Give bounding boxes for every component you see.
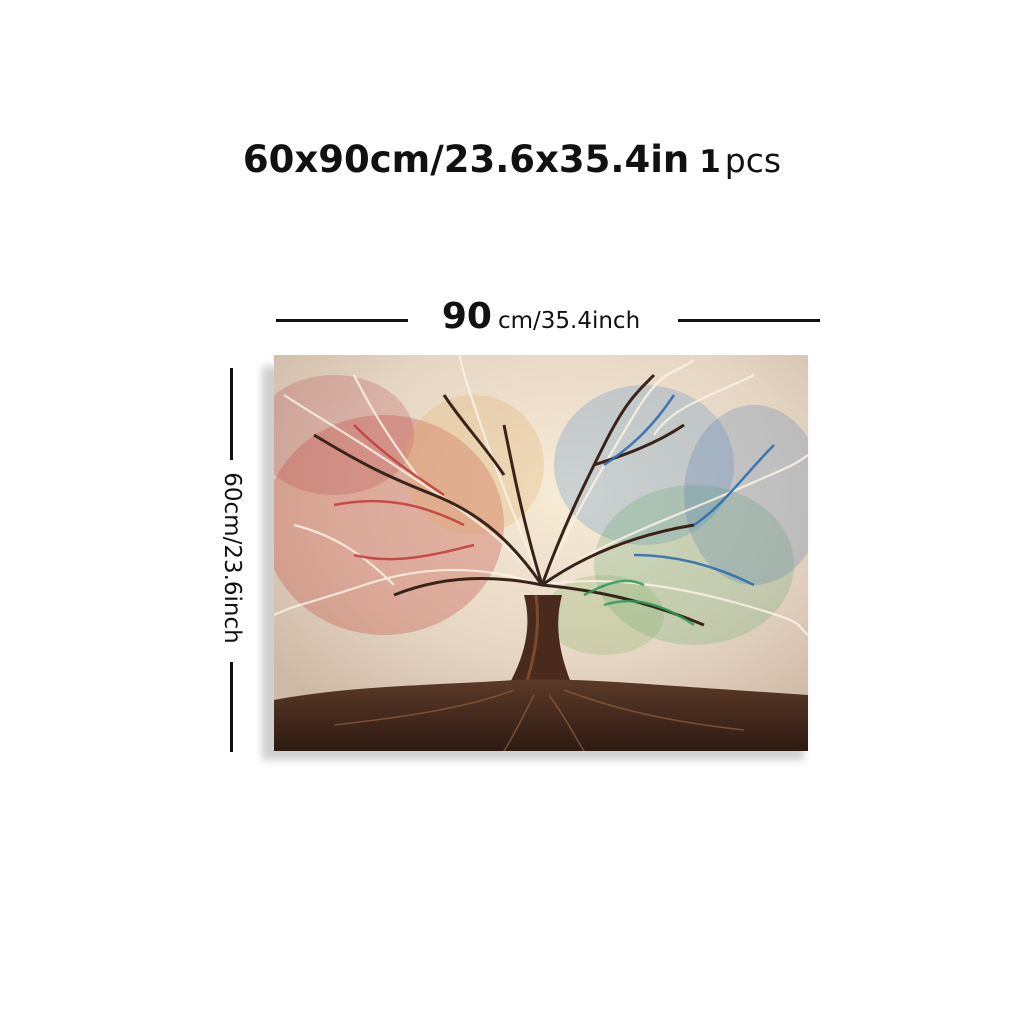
piece-count: 1 bbox=[699, 144, 721, 180]
tree-artwork-svg bbox=[274, 355, 808, 751]
height-dimension-line-bottom bbox=[230, 662, 233, 752]
height-text: 60cm/23.6inch bbox=[219, 472, 245, 644]
width-dimension-line-right bbox=[678, 319, 820, 322]
product-size-title: 60x90cm/23.6x35.4in 1 pcs bbox=[0, 138, 1024, 181]
tree-of-life-painting bbox=[274, 355, 808, 751]
width-dimension-line-left bbox=[276, 319, 408, 322]
piece-unit: pcs bbox=[724, 141, 782, 180]
width-dimension-label: 90 cm/35.4inch bbox=[410, 296, 672, 337]
height-dimension-line-top bbox=[230, 368, 233, 460]
size-text: 60x90cm/23.6x35.4in bbox=[242, 138, 690, 181]
width-unit-text: cm/35.4inch bbox=[497, 308, 641, 334]
width-value: 90 bbox=[441, 296, 492, 337]
